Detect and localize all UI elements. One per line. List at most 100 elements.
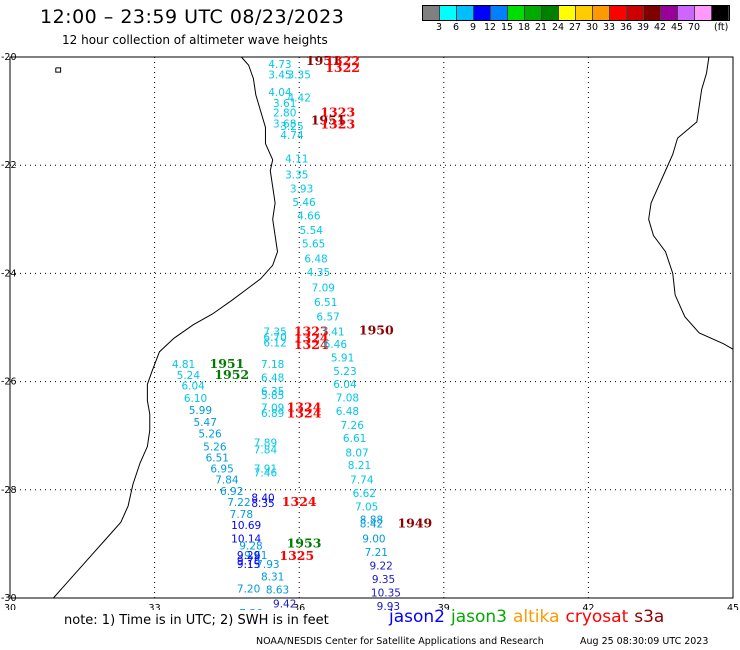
- wave-height-label: 7.84: [215, 474, 239, 486]
- wave-height-label: 5.23: [333, 366, 356, 378]
- pass-time-label: 1324: [294, 337, 329, 352]
- lat-tick-label: -28: [1, 485, 17, 496]
- legend-swatch: [423, 6, 440, 20]
- legend-swatch: [542, 6, 559, 20]
- wave-height-label: 5.54: [300, 225, 324, 237]
- legend-swatch: [491, 6, 508, 20]
- wave-height-label: 2.80: [273, 108, 296, 120]
- legend-label: 45: [670, 22, 684, 33]
- wave-height-label: 9.29: [237, 550, 260, 562]
- lon-tick-label: 30: [4, 603, 16, 610]
- wave-height-label: 6.10: [184, 393, 207, 405]
- pass-time-label: 1322: [325, 53, 360, 68]
- lat-tick-label: -22: [1, 160, 17, 171]
- wave-height-label: 5.91: [331, 353, 354, 365]
- lon-tick-label: 33: [149, 603, 161, 610]
- satellite-legend: jason2 jason3 altika cryosat s3a: [389, 607, 670, 627]
- wave-height-label: 3.35: [285, 170, 308, 182]
- legend-swatch: [440, 6, 457, 20]
- wave-height-label: 5.46: [292, 197, 316, 209]
- pass-time-label: 1953: [287, 536, 322, 551]
- wave-height-label: 8.31: [261, 572, 284, 584]
- wave-height-label: 7.05: [355, 501, 378, 513]
- wave-height-label: 9.00: [362, 533, 385, 545]
- wave-height-label: 6.61: [343, 433, 366, 445]
- wave-height-label: 9.42: [273, 599, 296, 610]
- footer-note: note: 1) Time is in UTC; 2) SWH is in fe…: [64, 613, 329, 628]
- wave-height-label: 7.41: [321, 327, 344, 339]
- wave-height-label: 7.22: [227, 497, 250, 509]
- wave-height-label: 9.93: [377, 601, 400, 610]
- wave-height-label: 6.48: [261, 373, 284, 385]
- wave-height-label: 4.81: [172, 359, 195, 371]
- legend-label: 24: [551, 22, 565, 33]
- legend-label: 3: [435, 22, 443, 33]
- wave-height-label: 4.73: [268, 59, 291, 71]
- wave-height-label: 7.84: [254, 445, 278, 457]
- wave-height-label: 4.11: [285, 153, 308, 165]
- wave-height-label: 8.63: [266, 585, 289, 597]
- wave-height-label: 5.47: [194, 417, 217, 429]
- credit-text: NOAA/NESDIS Center for Satellite Applica…: [256, 636, 544, 647]
- lon-tick-label: 36: [293, 603, 305, 610]
- coastline-mozambique: [53, 56, 279, 599]
- lat-tick-label: -26: [1, 377, 17, 388]
- wave-height-label: 6.62: [353, 488, 376, 500]
- wave-height-label: 8.88: [360, 514, 383, 526]
- wave-height-label: 6.04: [333, 379, 357, 391]
- wave-height-label: 9.22: [369, 560, 392, 572]
- lon-tick-label: 39: [438, 603, 450, 610]
- pass-time-label: 1950: [359, 323, 394, 338]
- legend-swatch: [508, 6, 525, 20]
- pass-time-label: 1324: [287, 405, 322, 420]
- wave-height-label: 5.65: [302, 238, 325, 250]
- legend-label: 39: [636, 22, 650, 33]
- wave-height-label: 6.12: [263, 337, 286, 349]
- legend-label: 70: [687, 22, 701, 33]
- legend-swatch: [559, 6, 576, 20]
- wave-height-label: 6.04: [181, 381, 205, 393]
- wave-height-map: 30 33 36 39 42 45-20-22-24-26-28-304.73 195113…: [1, 52, 739, 610]
- wave-height-label: 8.40: [251, 493, 274, 505]
- wave-height-label: 6.92: [220, 486, 243, 498]
- wave-height-label: 4.74: [280, 130, 304, 142]
- wave-height-label: 4.42: [288, 92, 311, 104]
- wave-height-label: 3.45: [268, 70, 291, 82]
- pass-time-label: 1323: [320, 116, 355, 131]
- wave-height-label: 7.08: [336, 393, 359, 405]
- wave-height-label: 6.95: [210, 463, 233, 475]
- wave-height-label: 6.57: [316, 311, 339, 323]
- satellite-jason2: jason2: [389, 607, 445, 627]
- wave-height-label: 3.25: [280, 121, 303, 133]
- pass-time-label: 1952: [214, 367, 249, 382]
- wave-height-label: 6.48: [304, 254, 327, 266]
- legend-label: 42: [653, 22, 667, 33]
- legend-swatch: [644, 6, 661, 20]
- wave-height-label: 9.78: [237, 555, 260, 567]
- wave-height-label: 7.26: [341, 420, 365, 432]
- wave-height-label: 5.24: [177, 370, 201, 382]
- wave-height-label: 6.51: [206, 453, 229, 465]
- legend-swatch: [661, 6, 678, 20]
- lat-tick-label: -20: [1, 52, 17, 63]
- legend-label: 9: [469, 22, 477, 33]
- wave-height-label: 8.35: [251, 498, 274, 510]
- legend-label: 18: [517, 22, 531, 33]
- wave-height-label: 5.85: [261, 390, 284, 402]
- wave-height-label: 7.93: [256, 559, 279, 571]
- satellite-altika: altika: [513, 607, 560, 627]
- legend-label: 30: [585, 22, 599, 33]
- pass-time-label: 1951: [306, 53, 341, 68]
- wave-height-label: 8.42: [360, 519, 383, 531]
- wave-height-label: 3.61: [273, 98, 296, 110]
- wave-height-label: 7.78: [230, 509, 253, 521]
- wave-height-label: 4.66: [297, 210, 321, 222]
- island-outline: [55, 67, 62, 73]
- legend-label: 33: [602, 22, 616, 33]
- legend-swatch: [457, 6, 474, 20]
- legend-swatch: [695, 6, 712, 20]
- wave-height-label: 10.69: [231, 520, 261, 532]
- lon-tick-label: 42: [582, 603, 594, 610]
- wave-height-label: 6.51: [314, 297, 337, 309]
- map-frame: [9, 56, 734, 599]
